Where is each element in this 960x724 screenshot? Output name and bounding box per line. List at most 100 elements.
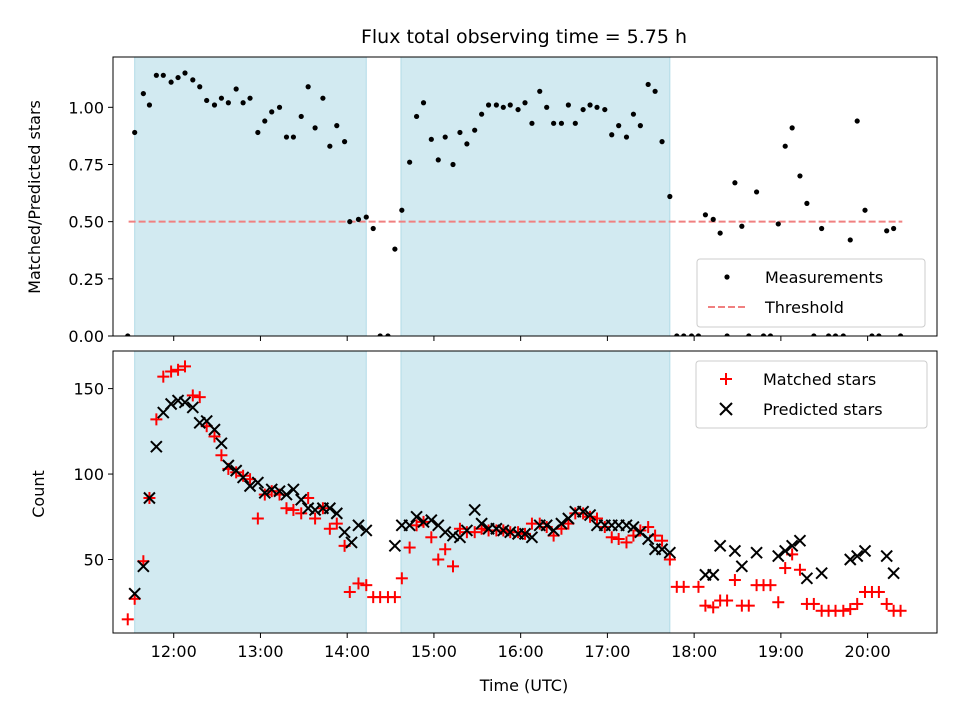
measurement-point	[587, 102, 593, 108]
measurement-point	[140, 90, 146, 97]
plot-marks	[125, 70, 904, 336]
matched-stars-point	[447, 560, 460, 573]
matched-stars-point	[251, 512, 264, 525]
predicted-stars-point	[410, 510, 423, 523]
measurement-point	[609, 132, 615, 138]
x-stroke-b	[707, 568, 720, 582]
measurement-point	[225, 100, 231, 106]
x-stroke-b	[583, 508, 597, 522]
matched-stars-point	[872, 585, 885, 598]
x-stroke-b	[815, 566, 828, 580]
measurement-point	[522, 100, 528, 106]
predicted-stars-point	[295, 493, 308, 506]
measurement-point	[413, 113, 420, 120]
y-tick-label: 0.00	[68, 327, 104, 346]
y-axis-label-top: Matched/Predicted stars	[25, 100, 44, 294]
measurement-point	[637, 123, 643, 129]
observing-interval-shade	[400, 350, 671, 634]
x-stroke-b	[518, 527, 532, 541]
measurement-point	[782, 143, 788, 149]
matched-stars-point	[793, 563, 806, 576]
measurement-point	[811, 333, 817, 336]
x-stroke-b	[438, 525, 452, 539]
measurement-point	[623, 134, 630, 140]
predicted-stars-point	[330, 507, 343, 520]
matched-stars-point	[851, 597, 864, 610]
legend-top: Measurements Threshold	[696, 258, 926, 328]
measurement-point	[363, 214, 369, 220]
measurement-point	[652, 88, 658, 94]
matched-stars-point	[772, 596, 785, 609]
measurement-point	[204, 97, 210, 104]
panel-count: 50 100 150 12:00 13:00 14:00 15:00 16:00 17:00 18…	[73, 350, 938, 661]
matched-stars-point	[295, 507, 308, 520]
measurement-point	[450, 161, 456, 168]
measurement-point	[290, 134, 297, 140]
matched-stars-point	[280, 502, 293, 515]
predicted-stars-point	[779, 544, 792, 558]
x-tick-label: 12:00	[151, 642, 197, 661]
measurement-point	[428, 136, 434, 142]
measurement-point	[385, 333, 391, 336]
legend-top-frame	[696, 258, 926, 328]
measurement-point	[485, 102, 492, 108]
x-stroke-b	[772, 549, 785, 563]
matched-stars-point	[779, 562, 792, 575]
measurement-point	[580, 106, 586, 113]
x-tick-label: 20:00	[845, 642, 891, 661]
x-stroke-b	[258, 486, 271, 500]
measurement-point	[869, 333, 875, 336]
matched-stars-point	[764, 579, 777, 592]
predicted-stars-point	[273, 484, 286, 498]
matched-stars-point	[352, 577, 365, 590]
measurement-point	[407, 159, 413, 165]
matched-stars-point	[330, 517, 343, 530]
x-stroke-b	[338, 525, 351, 539]
matched-stars-point	[193, 391, 206, 404]
matched-stars-point	[699, 599, 712, 612]
y-axis-label-bottom: Count	[29, 470, 48, 518]
x-stroke-b	[713, 539, 727, 553]
measurement-point	[255, 129, 261, 136]
y-tick-label: 100	[73, 465, 104, 484]
matched-stars-point	[692, 580, 705, 593]
predicted-stars-point	[186, 401, 200, 414]
x-stroke-b	[735, 560, 749, 573]
x-stroke-b	[137, 560, 150, 573]
x-stroke-b	[236, 471, 250, 484]
measurement-point	[804, 200, 810, 206]
predicted-stars-point	[850, 549, 864, 563]
predicted-stars-point	[525, 531, 539, 544]
measurement-point	[897, 333, 904, 336]
y-tick-label: 150	[73, 380, 104, 399]
x-tick-label: 18:00	[671, 642, 717, 661]
x-stroke-b	[634, 525, 647, 539]
measurement-point	[674, 333, 680, 336]
x-stroke-b	[251, 476, 265, 489]
measurement-point	[233, 86, 239, 92]
predicted-stars-point	[815, 566, 828, 580]
x-stroke-b	[497, 524, 510, 537]
predicted-stars-point	[655, 543, 669, 556]
observing-interval-shade	[134, 56, 367, 337]
predicted-stars-point	[236, 471, 250, 484]
predicted-stars-point	[164, 397, 178, 411]
measurement-point	[320, 95, 326, 101]
x-tick-label: 17:00	[584, 642, 630, 661]
measurement-point	[717, 230, 723, 236]
observing-interval-shade	[400, 56, 671, 337]
x-stroke-b	[620, 519, 633, 532]
x-stroke-b	[295, 493, 308, 506]
matched-stars-point	[612, 533, 625, 545]
matched-stars-point	[620, 536, 633, 549]
predicted-stars-point	[707, 568, 720, 582]
matched-stars-point	[844, 603, 857, 616]
matched-stars-point	[172, 363, 185, 376]
measurement-point	[702, 212, 709, 218]
y-tick-label: 0.50	[68, 213, 104, 232]
measurement-point	[312, 125, 318, 131]
predicted-stars-point	[540, 519, 553, 532]
measurement-point	[681, 333, 687, 336]
predicted-stars-point	[772, 549, 785, 563]
matched-stars-point	[165, 365, 178, 378]
